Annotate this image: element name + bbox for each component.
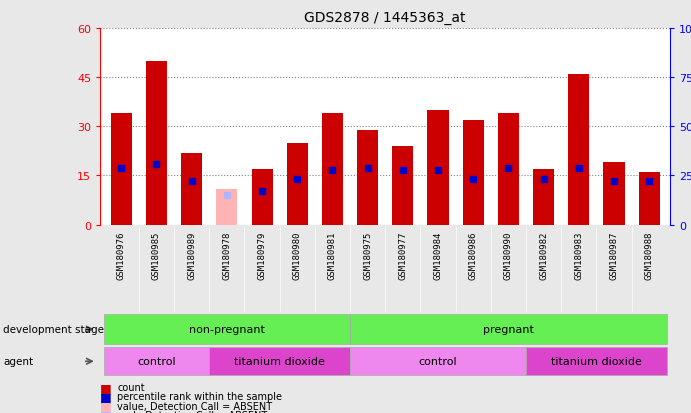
Bar [216, 189, 238, 225]
Text: GSM180987: GSM180987 [609, 231, 618, 280]
Bar [146, 62, 167, 225]
Bar [350, 315, 667, 344]
Text: GSM180983: GSM180983 [574, 231, 583, 280]
Text: ■: ■ [100, 399, 112, 412]
Text: GSM180981: GSM180981 [328, 231, 337, 280]
Bar [287, 143, 307, 225]
Title: GDS2878 / 1445363_at: GDS2878 / 1445363_at [305, 11, 466, 25]
Text: GSM180982: GSM180982 [539, 231, 548, 280]
Bar [603, 163, 625, 225]
Text: rank, Detection Call = ABSENT: rank, Detection Call = ABSENT [117, 410, 267, 413]
Text: GSM180977: GSM180977 [398, 231, 407, 280]
Bar [104, 315, 350, 344]
Bar [350, 347, 526, 375]
Text: GSM180985: GSM180985 [152, 231, 161, 280]
Text: percentile rank within the sample: percentile rank within the sample [117, 392, 283, 401]
Text: GSM180975: GSM180975 [363, 231, 372, 280]
Bar [533, 169, 554, 225]
Bar [322, 114, 343, 225]
Text: control: control [138, 356, 176, 366]
Bar [498, 114, 519, 225]
Text: control: control [419, 356, 457, 366]
Text: non-pregnant: non-pregnant [189, 324, 265, 335]
Bar [526, 347, 667, 375]
Text: count: count [117, 382, 145, 392]
Text: development stage: development stage [3, 324, 104, 335]
Text: ■: ■ [100, 408, 112, 413]
Bar [252, 169, 273, 225]
Bar [428, 111, 448, 225]
Bar [181, 153, 202, 225]
Text: GSM180979: GSM180979 [258, 231, 267, 280]
Bar [104, 347, 209, 375]
Text: GSM180989: GSM180989 [187, 231, 196, 280]
Bar [568, 75, 589, 225]
Text: ■: ■ [100, 381, 112, 394]
Text: GSM180978: GSM180978 [223, 231, 231, 280]
Bar [209, 347, 350, 375]
Text: GSM180976: GSM180976 [117, 231, 126, 280]
Text: titanium dioxide: titanium dioxide [234, 356, 325, 366]
Text: ■: ■ [100, 390, 112, 403]
Text: value, Detection Call = ABSENT: value, Detection Call = ABSENT [117, 401, 272, 411]
Bar [638, 173, 660, 225]
Bar [111, 114, 132, 225]
Text: GSM180986: GSM180986 [468, 231, 477, 280]
Bar [357, 130, 378, 225]
Text: GSM180980: GSM180980 [293, 231, 302, 280]
Text: GSM180990: GSM180990 [504, 231, 513, 280]
Text: pregnant: pregnant [483, 324, 534, 335]
Text: GSM180988: GSM180988 [645, 231, 654, 280]
Bar [463, 121, 484, 225]
Text: titanium dioxide: titanium dioxide [551, 356, 642, 366]
Bar [392, 147, 413, 225]
Text: GSM180984: GSM180984 [433, 231, 442, 280]
Text: agent: agent [3, 356, 34, 366]
